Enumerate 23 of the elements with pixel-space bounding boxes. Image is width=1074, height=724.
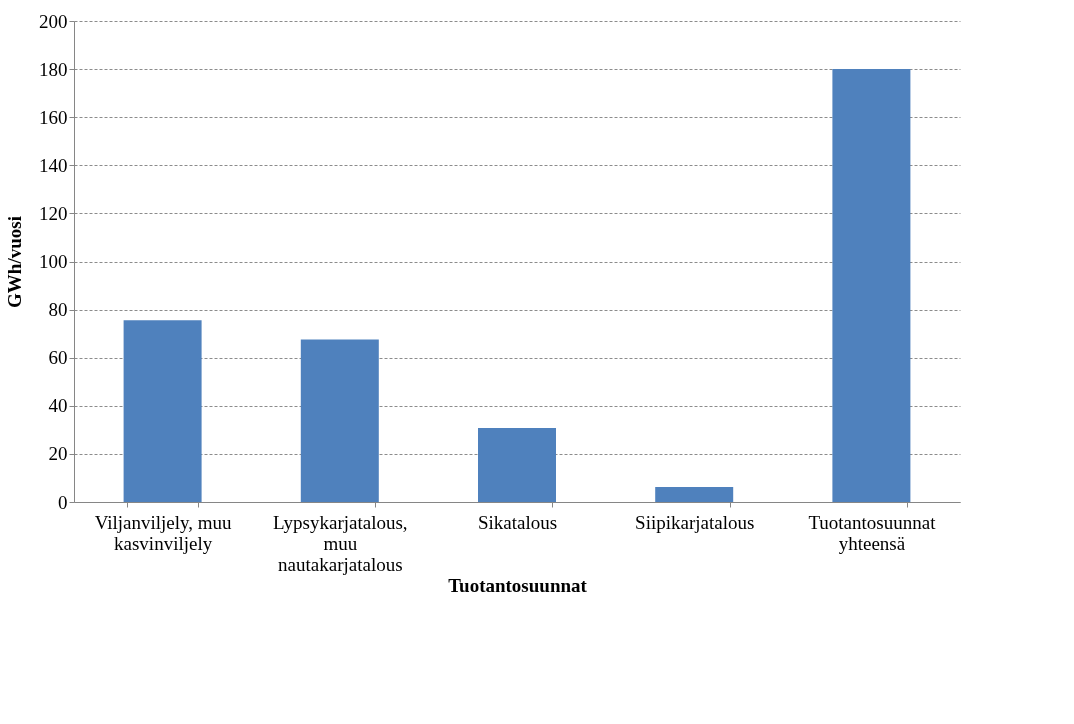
- y-tick-label: 100: [39, 251, 68, 272]
- y-tick-label: 140: [39, 154, 68, 176]
- bar: [655, 487, 734, 502]
- bar: [300, 339, 379, 502]
- x-tick-label: Siipikarjatalous: [635, 511, 755, 533]
- y-tick-label: 200: [39, 10, 68, 32]
- bar: [832, 69, 911, 502]
- y-tick-label: 160: [39, 106, 68, 128]
- y-tick-label: 80: [48, 299, 68, 321]
- y-tick-label: 120: [39, 202, 68, 224]
- y-tick-label: 0: [58, 491, 68, 513]
- y-tick-label: 20: [48, 443, 68, 465]
- y-tick-label: 60: [48, 347, 68, 369]
- x-axis-title: Tuotantosuunnat: [448, 574, 588, 596]
- y-tick-label: 180: [39, 58, 68, 80]
- y-tick-label: 40: [48, 395, 68, 417]
- bar: [478, 427, 556, 502]
- x-tick-label: Tuotantosuunnat yhteensä: [808, 511, 937, 554]
- x-tick-label: Viljanviljely, muu kasvinviljely: [94, 511, 233, 554]
- bar: [123, 320, 202, 502]
- y-axis-title: GWh/vuosi: [4, 216, 25, 308]
- x-tick-label: Sikatalous: [477, 511, 558, 533]
- x-tick-label: Lypsykarjatalous, muu nautakarjatalous: [273, 511, 408, 575]
